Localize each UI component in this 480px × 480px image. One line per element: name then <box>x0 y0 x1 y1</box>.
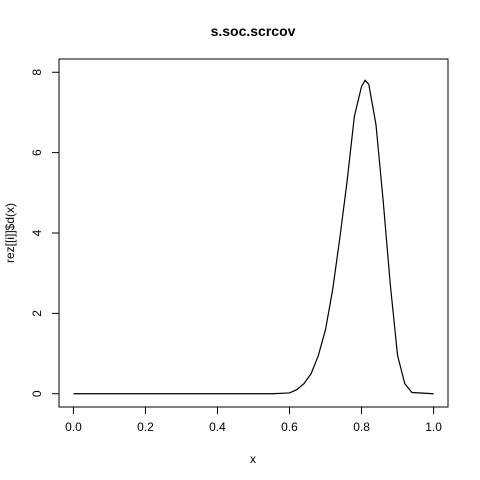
y-axis: 0 2 4 6 8 <box>30 69 60 397</box>
x-tick-label: 0.6 <box>281 420 298 434</box>
density-series-line <box>73 79 434 395</box>
y-tick-label: 4 <box>30 229 44 236</box>
y-tick-label: 0 <box>30 390 44 397</box>
x-tick-label: 0.4 <box>209 420 226 434</box>
y-axis-label: rez[[i]]$d(x) <box>3 203 17 263</box>
x-tick-label: 0.2 <box>137 420 154 434</box>
x-tick-label: 1.0 <box>425 420 442 434</box>
y-tick-label: 8 <box>30 69 44 76</box>
x-tick-label: 0.0 <box>65 420 82 434</box>
plot-area-frame <box>58 58 449 408</box>
x-axis-label: x <box>250 452 256 466</box>
x-tick-label: 0.8 <box>353 420 370 434</box>
y-tick-label: 6 <box>30 149 44 156</box>
x-axis: 0.0 0.2 0.4 0.6 0.8 1.0 <box>65 406 442 434</box>
y-tick-label: 2 <box>30 310 44 317</box>
chart-title: s.soc.scrcov <box>211 23 296 39</box>
